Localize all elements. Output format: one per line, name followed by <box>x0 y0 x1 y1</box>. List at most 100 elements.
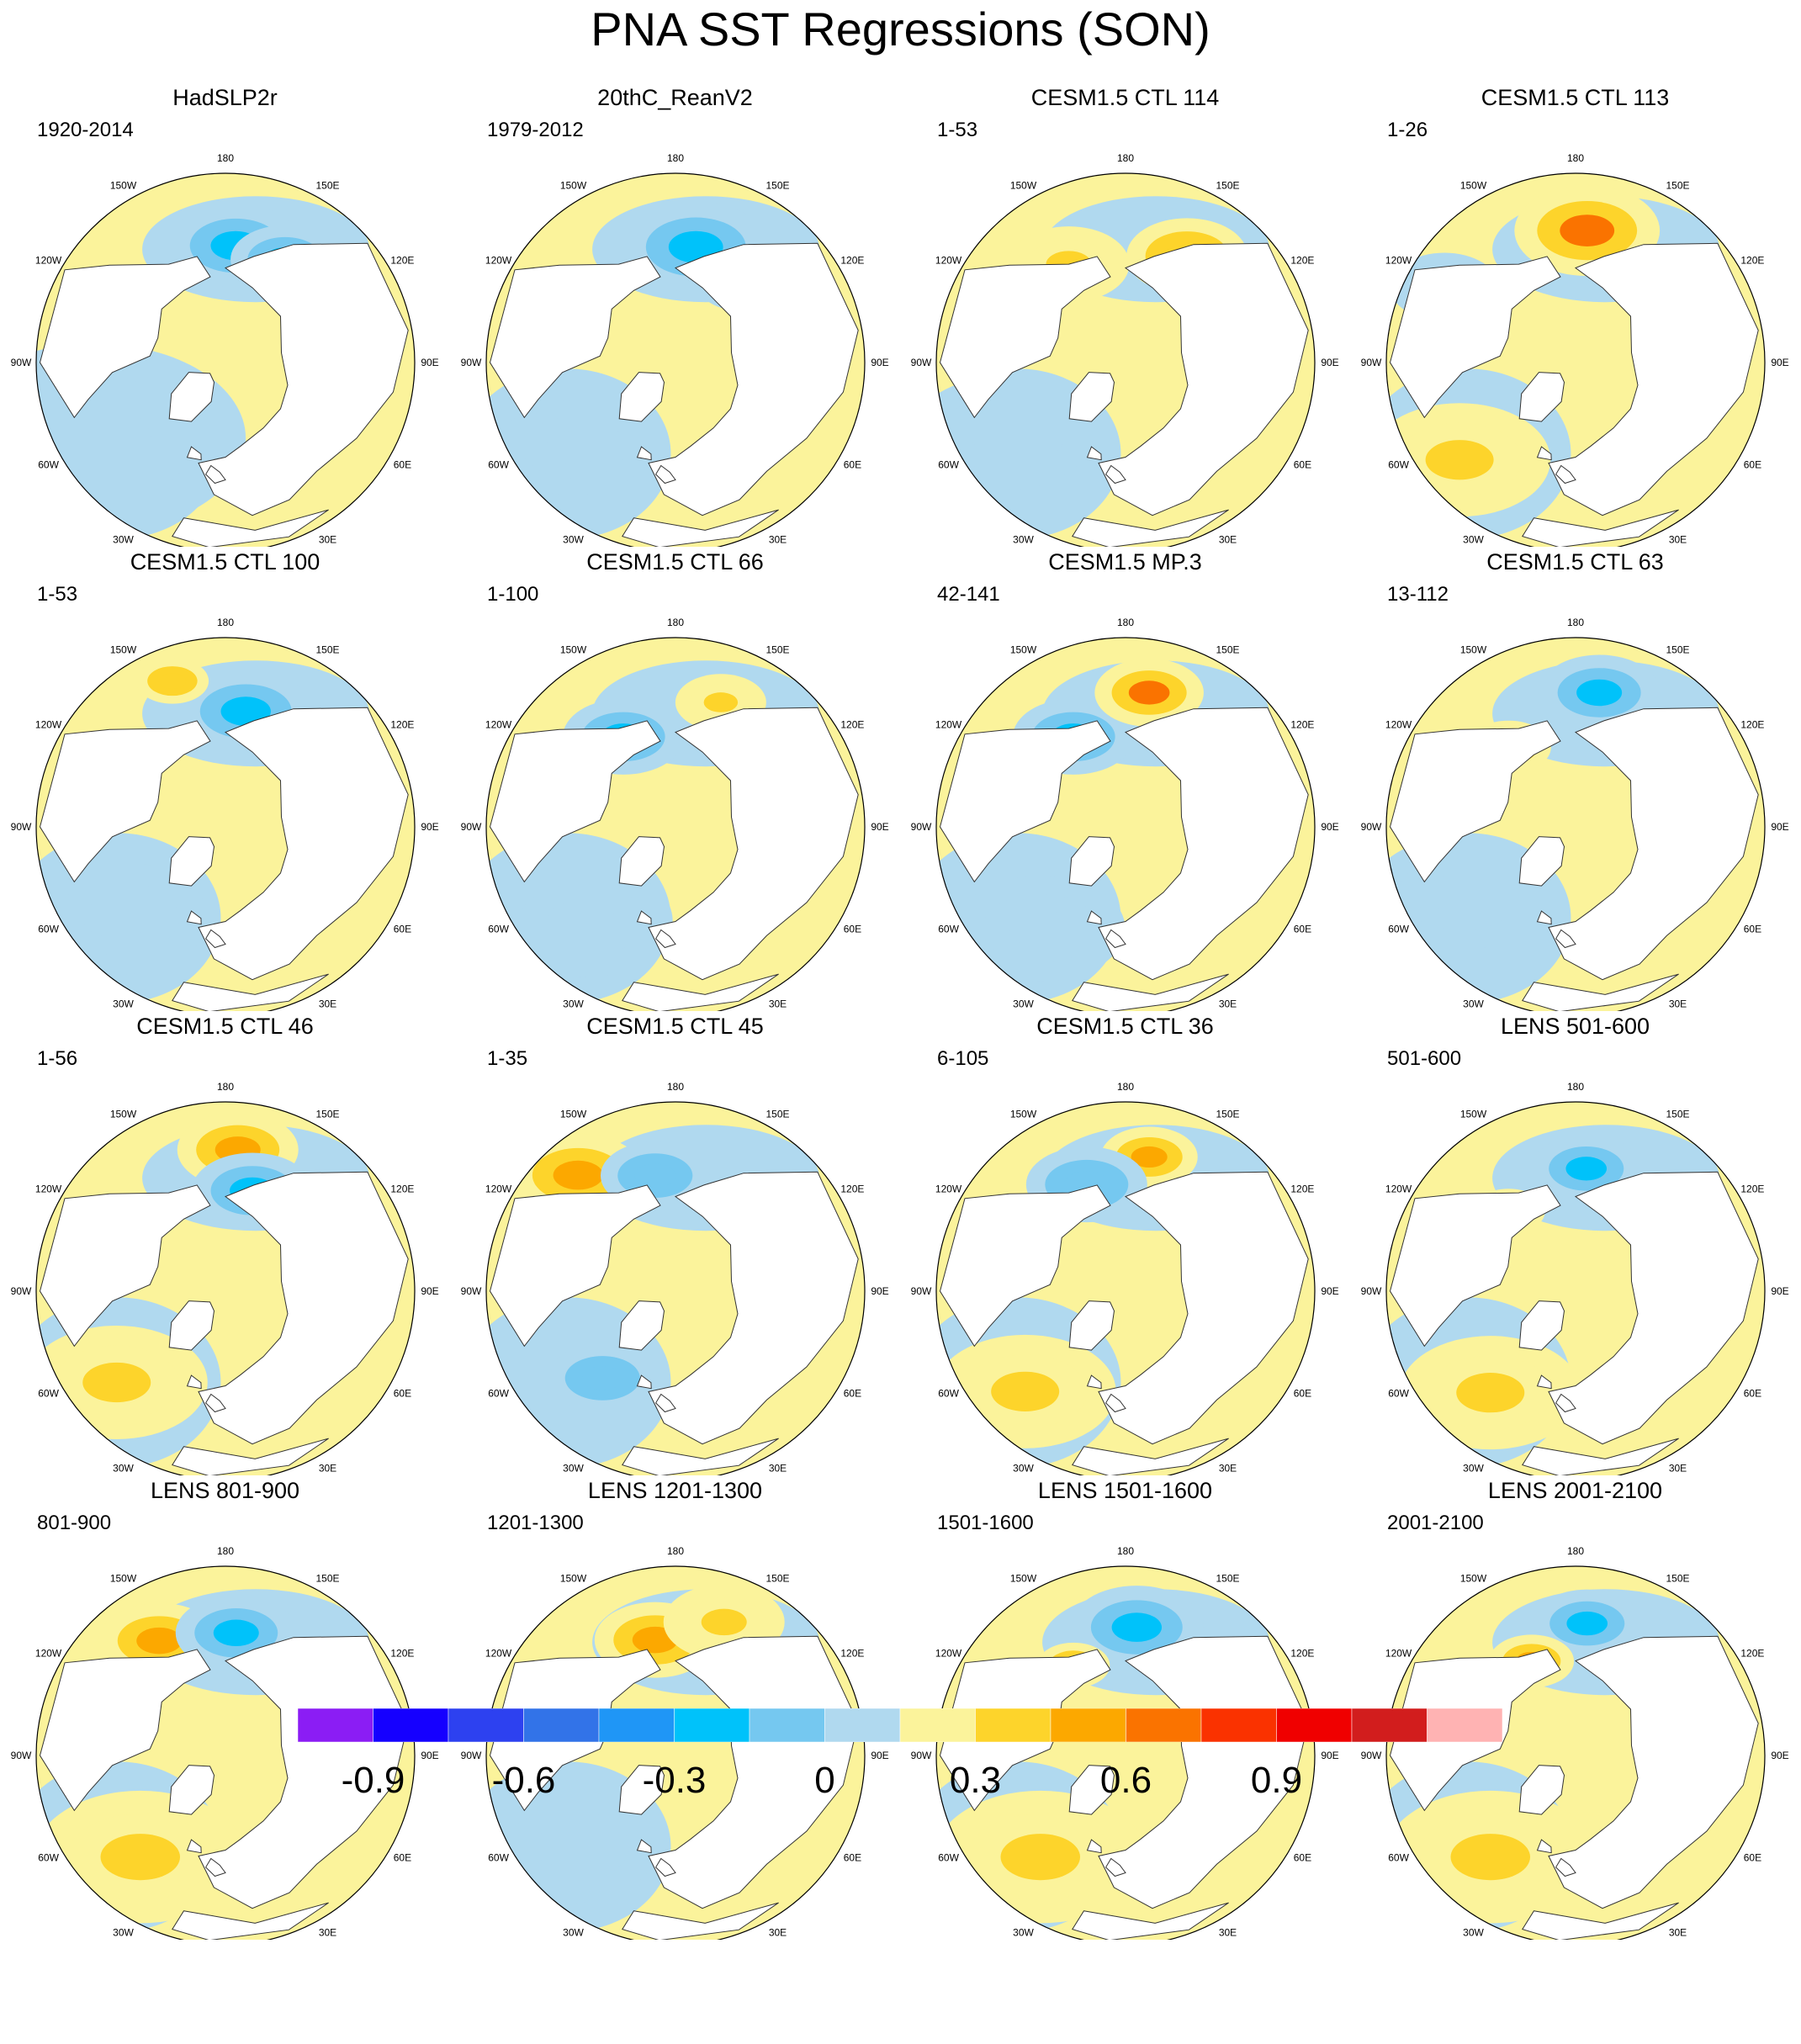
longitude-label: 150W <box>560 180 587 192</box>
longitude-label: 30W <box>563 1462 584 1474</box>
land-mass <box>186 1374 202 1390</box>
colorbar-label: 0 <box>814 1760 835 1801</box>
polar-map: 180150E120E90E60E30E030W60W90W120W150W <box>1361 152 1789 547</box>
longitude-label: 60W <box>1388 1852 1409 1864</box>
land-mass <box>1104 929 1126 949</box>
panel-title: LENS 2001-2100 <box>1487 1478 1663 1503</box>
longitude-label: 120E <box>1290 719 1314 731</box>
land-mass <box>1555 1857 1576 1877</box>
longitude-label: 90W <box>911 821 932 833</box>
panel-period: 13-112 <box>1387 583 1449 606</box>
map-boundary <box>485 172 866 547</box>
land-mass <box>1518 1300 1565 1351</box>
land-mass <box>654 464 676 485</box>
land-mass <box>168 1300 215 1351</box>
longitude-label: 90W <box>11 1750 32 1761</box>
colorbar-label: -0.6 <box>491 1760 556 1801</box>
longitude-label: 180 <box>1567 617 1584 628</box>
longitude-label: 90W <box>1361 1285 1382 1297</box>
longitude-label: 150W <box>1460 1573 1487 1585</box>
longitude-label: 180 <box>1117 152 1134 164</box>
longitude-label: 60E <box>1744 1388 1761 1400</box>
land-mass <box>1555 1393 1576 1413</box>
longitude-label: 150E <box>315 644 339 656</box>
land-mass <box>172 1438 329 1475</box>
longitude-label: 30E <box>1219 1462 1237 1474</box>
longitude-label: 120W <box>935 1648 962 1660</box>
land-mass <box>1068 1300 1115 1351</box>
panel-period: 801-900 <box>37 1512 112 1534</box>
longitude-label: 60E <box>844 1388 861 1400</box>
panel-period: 1-53 <box>37 583 78 606</box>
map-boundary <box>935 637 1316 1011</box>
longitude-label: 180 <box>217 1545 234 1557</box>
longitude-label: 150E <box>315 1109 339 1120</box>
longitude-label: 30W <box>563 998 584 1009</box>
polar-map: 180150E120E90E60E30E030W60W90W120W150W <box>1361 1545 1789 1940</box>
anomaly-core <box>703 692 739 712</box>
longitude-label: 150E <box>1216 1109 1239 1120</box>
longitude-label: 60E <box>1744 459 1761 471</box>
anomaly-core <box>553 1160 603 1190</box>
anomaly-core <box>220 696 271 726</box>
longitude-label: 120E <box>1290 255 1314 267</box>
longitude-label: 60W <box>938 1852 959 1864</box>
longitude-label: 30E <box>319 1926 336 1938</box>
longitude-label: 30W <box>1463 533 1484 545</box>
anomaly-core <box>1450 1834 1531 1881</box>
land-mass <box>198 707 409 981</box>
anomaly-core <box>1456 1373 1525 1413</box>
map-boundary <box>485 1101 866 1475</box>
longitude-label: 150W <box>110 1109 137 1120</box>
longitude-label: 90E <box>421 1285 438 1297</box>
longitude-label: 180 <box>667 1545 684 1557</box>
polar-map: 180150E120E90E60E30E030W60W90W120W150W <box>461 1081 889 1475</box>
land-mass <box>636 910 652 925</box>
land-mass <box>618 1300 665 1351</box>
map-boundary <box>35 637 416 1011</box>
longitude-label: 150E <box>765 1109 789 1120</box>
longitude-label: 60W <box>488 459 509 471</box>
longitude-label: 60E <box>844 1852 861 1864</box>
map-boundary <box>1385 637 1766 1011</box>
colorbar-swatch <box>523 1708 600 1742</box>
colorbar-swatch <box>674 1708 750 1742</box>
land-mass <box>186 910 202 925</box>
land-mass <box>204 929 226 949</box>
longitude-label: 150W <box>1460 180 1487 192</box>
longitude-label: 120W <box>35 255 62 267</box>
longitude-label: 120E <box>390 255 414 267</box>
longitude-label: 120W <box>935 255 962 267</box>
land-mass <box>636 1374 652 1390</box>
longitude-label: 90W <box>11 1285 32 1297</box>
land-mass <box>186 446 202 461</box>
land-mass <box>622 1902 779 1940</box>
anomaly-core <box>1000 1834 1081 1881</box>
longitude-label: 90E <box>1321 1750 1338 1761</box>
land-mass <box>1389 720 1561 883</box>
colorbar-swatch <box>1050 1708 1126 1742</box>
map-boundary <box>1385 1101 1766 1475</box>
longitude-label: 120E <box>1290 1648 1314 1660</box>
map-panel: 180150E120E90E60E30E030W60W90W120W150WLE… <box>0 1475 450 1940</box>
polar-map: 180150E120E90E60E30E030W60W90W120W150W <box>11 1545 439 1940</box>
land-mass <box>168 1765 215 1815</box>
land-mass <box>198 242 409 516</box>
panel-period: 501-600 <box>1387 1047 1462 1070</box>
land-mass <box>654 929 676 949</box>
longitude-label: 120E <box>390 1184 414 1195</box>
longitude-label: 30W <box>1013 1462 1034 1474</box>
longitude-label: 120W <box>935 719 962 731</box>
longitude-label: 60W <box>38 924 59 935</box>
longitude-label: 90E <box>1771 357 1788 368</box>
longitude-label: 90W <box>911 1750 932 1761</box>
land-mass <box>172 509 329 547</box>
polar-map: 180150E120E90E60E30E030W60W90W120W150W <box>1361 617 1789 1011</box>
longitude-label: 90W <box>1361 1750 1382 1761</box>
land-mass <box>172 1902 329 1940</box>
longitude-label: 90E <box>1321 357 1338 368</box>
land-mass <box>1086 910 1102 925</box>
longitude-label: 90W <box>461 1750 482 1761</box>
longitude-label: 150E <box>765 644 789 656</box>
land-mass <box>939 720 1111 883</box>
